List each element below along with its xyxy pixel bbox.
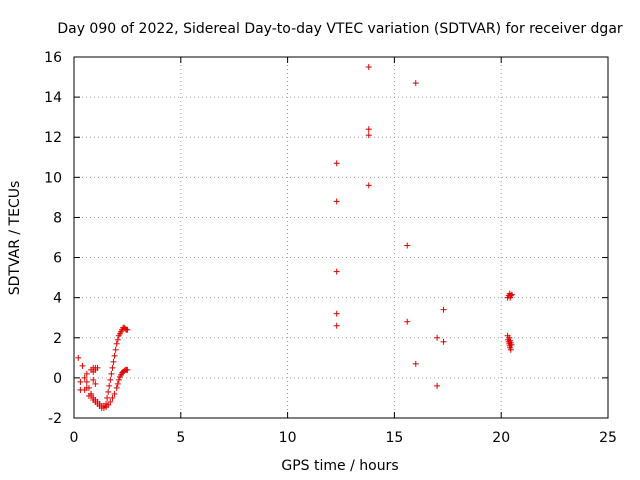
data-point <box>115 376 122 383</box>
data-point <box>105 388 112 395</box>
data-point <box>94 364 101 371</box>
data-point <box>110 358 117 365</box>
data-point <box>109 364 116 371</box>
tick-labels: 0 5 10 15 20 25 -2 0 2 4 6 8 10 12 14 16 <box>44 50 617 446</box>
y-tick-label: 16 <box>44 50 62 66</box>
x-tick-label: 15 <box>385 430 403 446</box>
data-point <box>79 362 86 369</box>
data-point <box>365 182 372 189</box>
data-point <box>412 360 419 367</box>
x-tick-label: 25 <box>599 430 617 446</box>
y-axis-label: SDTVAR / TECUs <box>7 181 23 296</box>
y-tick-label: 0 <box>53 371 62 387</box>
data-point <box>111 390 118 397</box>
data-point <box>106 382 113 389</box>
data-point <box>90 376 97 383</box>
data-point <box>124 366 131 373</box>
data-point <box>107 376 114 383</box>
y-tick-label: -2 <box>48 411 62 427</box>
y-tick-label: 12 <box>44 130 62 146</box>
data-point <box>333 268 340 275</box>
data-point <box>333 310 340 317</box>
data-point <box>506 334 513 341</box>
data-point <box>365 126 372 133</box>
x-tick-label: 5 <box>176 430 185 446</box>
data-point <box>114 380 121 387</box>
y-tick-label: 2 <box>53 331 62 347</box>
x-tick-label: 20 <box>492 430 510 446</box>
y-tick-label: 4 <box>53 291 62 307</box>
data-markers <box>75 64 515 411</box>
data-point <box>92 380 99 387</box>
y-tick-label: 8 <box>53 210 62 226</box>
data-point <box>124 326 131 333</box>
data-point <box>107 398 114 405</box>
x-tick-label: 10 <box>279 430 297 446</box>
data-point <box>404 318 411 325</box>
data-point <box>77 378 84 385</box>
axis-ticks <box>73 56 609 419</box>
data-point <box>112 346 119 353</box>
data-point <box>104 394 111 401</box>
data-point <box>108 370 115 377</box>
data-point <box>113 340 120 347</box>
plot-frame <box>73 56 609 419</box>
data-point <box>333 322 340 329</box>
data-point <box>365 132 372 139</box>
data-point <box>83 378 90 385</box>
data-point <box>105 401 112 408</box>
x-axis-label: GPS time / hours <box>281 458 398 474</box>
data-point <box>111 352 118 359</box>
data-point <box>508 291 515 298</box>
data-point <box>85 384 92 391</box>
x-tick-label: 0 <box>70 430 79 446</box>
data-point <box>83 370 90 377</box>
data-point <box>109 394 116 401</box>
data-point <box>404 242 411 249</box>
y-tick-label: 6 <box>53 251 62 267</box>
data-point <box>434 382 441 389</box>
data-point <box>365 64 372 71</box>
chart-title: Day 090 of 2022, Sidereal Day-to-day VTE… <box>57 21 623 37</box>
data-point <box>114 336 121 343</box>
data-point <box>434 334 441 341</box>
data-point <box>412 80 419 87</box>
y-tick-label: 14 <box>44 90 62 106</box>
data-point <box>508 341 515 348</box>
data-point <box>88 392 95 399</box>
y-tick-label: 10 <box>44 170 62 186</box>
data-point <box>440 338 447 345</box>
data-point <box>507 294 514 301</box>
data-point <box>75 354 82 361</box>
data-point <box>507 346 514 353</box>
data-point <box>440 306 447 313</box>
grid-lines <box>74 57 608 418</box>
data-point <box>333 160 340 167</box>
data-point <box>81 374 88 381</box>
data-point <box>113 384 120 391</box>
data-point <box>333 198 340 205</box>
